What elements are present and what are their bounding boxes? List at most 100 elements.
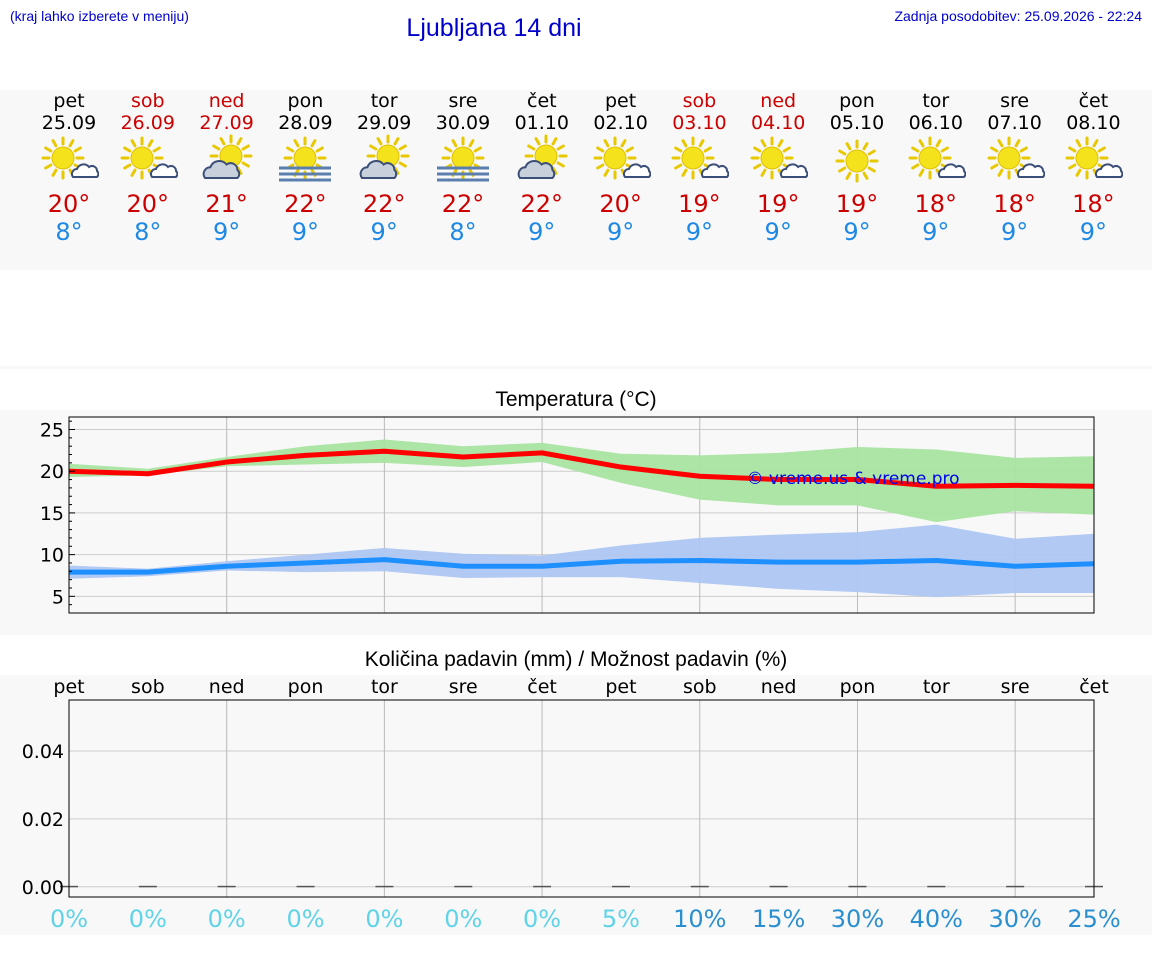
page-title: Ljubljana 14 dni bbox=[406, 14, 582, 42]
precipitation-bar bbox=[375, 885, 394, 888]
max-temperature: 18° bbox=[914, 190, 958, 218]
min-temperature: 9° bbox=[1000, 218, 1029, 246]
min-temperature-band bbox=[69, 524, 1094, 598]
precipitation-probability: 0% bbox=[286, 905, 324, 933]
day-column: sob 03.10 19° 9° bbox=[660, 90, 738, 246]
min-temperature: 9° bbox=[606, 218, 635, 246]
min-temperature: 8° bbox=[449, 218, 477, 246]
temperature-chart-title: Temperatura (°C) bbox=[495, 388, 657, 411]
min-temperature: 9° bbox=[764, 218, 792, 246]
day-column: čet 08.10 18° 9° bbox=[1054, 90, 1132, 246]
precipitation-bar bbox=[690, 885, 709, 888]
min-temperature: 9° bbox=[685, 218, 714, 246]
day-column: pon 28.09 22° 9° bbox=[266, 90, 344, 246]
precipitation-probability: 0% bbox=[444, 905, 482, 933]
y-tick-label: 15 bbox=[40, 503, 64, 525]
min-temperature: 9° bbox=[528, 218, 556, 246]
precipitation-bar bbox=[769, 885, 788, 888]
day-column: sre 07.10 18° 9° bbox=[976, 90, 1054, 246]
precip-day-label: ned bbox=[761, 676, 797, 698]
day-name: pon bbox=[839, 90, 875, 112]
temperature-chart: 5 10 15 20 25 © vreme.us & vreme.pro bbox=[40, 416, 1095, 614]
min-temperature: 9° bbox=[291, 218, 320, 246]
precipitation-probability: 15% bbox=[752, 905, 805, 933]
precipitation-probability: 10% bbox=[673, 905, 726, 933]
precip-day-label: tor bbox=[371, 676, 398, 698]
day-name: pon bbox=[287, 90, 324, 112]
precip-day-label: ned bbox=[209, 676, 245, 698]
precipitation-bar bbox=[611, 885, 630, 888]
precip-day-label: tor bbox=[923, 676, 950, 698]
y-tick-label: 25 bbox=[40, 420, 64, 442]
day-date: 26.09 bbox=[120, 112, 175, 134]
day-column: ned 27.09 21° 9° bbox=[188, 90, 266, 246]
max-temperature: 20° bbox=[126, 190, 170, 218]
precipitation-probability: 0% bbox=[365, 905, 403, 933]
sun-icon bbox=[818, 134, 896, 188]
max-temperature: 19° bbox=[835, 190, 879, 218]
precipitation-chart: pet sob ned pon tor sre čet pet sob ned pon tor sre č… bbox=[22, 676, 1121, 933]
precipitation-probability: 30% bbox=[831, 905, 884, 933]
min-temperature: 8° bbox=[134, 218, 162, 246]
min-temperature: 9° bbox=[922, 218, 950, 246]
day-name: tor bbox=[922, 90, 950, 112]
y-tick-label: 0.02 bbox=[22, 809, 64, 831]
day-name: tor bbox=[370, 90, 398, 112]
temperature-plot-frame bbox=[68, 416, 1095, 614]
day-date: 07.10 bbox=[987, 112, 1042, 134]
precipitation-bar bbox=[533, 885, 552, 888]
panel-separator bbox=[0, 366, 1152, 369]
precipitation-bar bbox=[1006, 885, 1025, 888]
y-tick-label: 0.04 bbox=[22, 741, 64, 763]
sun-cloud-icon bbox=[30, 134, 108, 188]
day-date: 02.10 bbox=[593, 112, 648, 134]
precip-day-label: čet bbox=[1079, 676, 1109, 698]
day-name: ned bbox=[760, 90, 797, 112]
day-date: 28.09 bbox=[278, 112, 333, 134]
day-column: tor 06.10 18° 9° bbox=[897, 90, 975, 246]
precip-day-label: sob bbox=[683, 676, 717, 698]
min-temperature-line bbox=[69, 557, 1095, 575]
max-temperature-line bbox=[68, 448, 1095, 489]
max-temperature: 22° bbox=[362, 190, 406, 218]
min-temperature: 9° bbox=[212, 218, 241, 246]
sun-fog-icon bbox=[266, 134, 344, 188]
day-date: 29.09 bbox=[356, 112, 412, 134]
daily-forecast-panel bbox=[0, 90, 1152, 270]
day-name: sob bbox=[682, 90, 717, 112]
sun-cloud-icon bbox=[660, 134, 738, 188]
precipitation-probability: 0% bbox=[523, 905, 561, 933]
max-temperature: 18° bbox=[993, 190, 1036, 218]
max-temperature: 18° bbox=[1072, 190, 1115, 218]
sun-fog-icon bbox=[424, 134, 502, 188]
precip-day-label: sre bbox=[1001, 676, 1030, 698]
sun-cloud-icon bbox=[109, 134, 187, 188]
precipitation-bar bbox=[454, 885, 473, 888]
day-date: 25.09 bbox=[41, 112, 97, 134]
sun-cloud-icon bbox=[976, 134, 1054, 188]
y-tick-label: 5 bbox=[52, 586, 64, 608]
precipitation-bar bbox=[296, 885, 315, 888]
day-column: ned 04.10 19° 9° bbox=[739, 90, 817, 246]
precipitation-probability: 0% bbox=[129, 905, 167, 933]
precipitation-plot-area bbox=[69, 700, 1094, 897]
day-name: sre bbox=[448, 90, 478, 112]
min-temperature: 8° bbox=[55, 218, 83, 246]
precipitation-probability: 5% bbox=[602, 905, 640, 933]
cloud-sun-icon bbox=[188, 134, 266, 188]
precip-day-label: pet bbox=[53, 676, 84, 698]
precipitation-chart-title: Količina padavin (mm) / Možnost padavin … bbox=[364, 648, 788, 671]
y-tick-label: 10 bbox=[40, 545, 64, 567]
day-column: čet 01.10 22° 9° bbox=[503, 90, 581, 246]
day-date: 04.10 bbox=[750, 112, 806, 134]
precip-day-label: pon bbox=[288, 676, 324, 698]
precipitation-plot-frame bbox=[68, 699, 1095, 898]
day-column: tor 29.09 22° 9° bbox=[345, 90, 423, 246]
day-date: 30.09 bbox=[435, 112, 491, 134]
sun-cloud-icon bbox=[897, 134, 975, 188]
precipitation-bar bbox=[138, 885, 157, 888]
max-temperature: 22° bbox=[520, 190, 564, 218]
precipitation-probability: 30% bbox=[988, 905, 1041, 933]
precip-day-label: sob bbox=[131, 676, 165, 698]
max-temperature: 19° bbox=[678, 190, 721, 218]
